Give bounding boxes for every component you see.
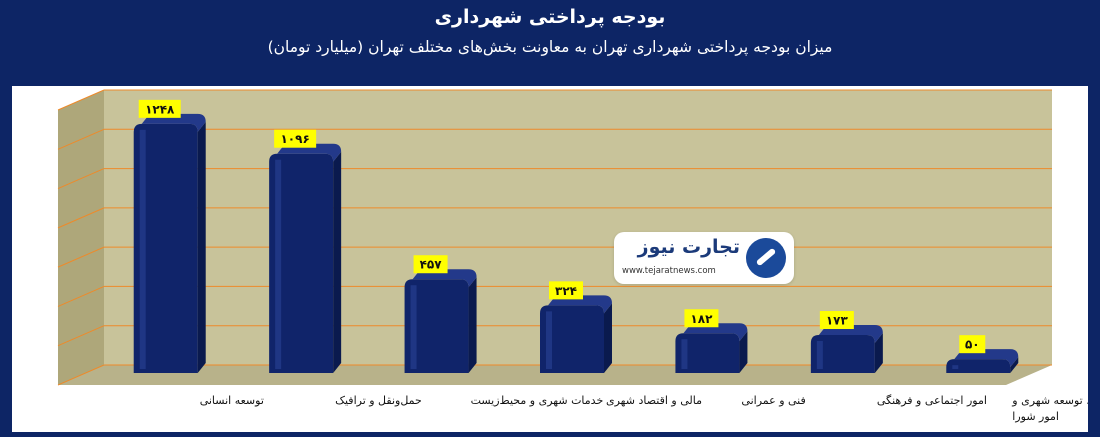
chart-title: بودجه پرداختی شهرداری: [434, 6, 666, 28]
gridline-side: [57, 89, 105, 111]
bar-highlight: [681, 339, 688, 369]
gridline-side: [57, 207, 105, 229]
bar-side: [874, 333, 883, 373]
bar-highlight: [546, 311, 552, 369]
bar-top: [141, 113, 206, 132]
data-label: ۱۷۳: [826, 314, 849, 328]
data-label-box: [274, 129, 317, 148]
bar: [675, 333, 740, 373]
category-label: حمل‌ونقل و ترافیک: [335, 394, 422, 407]
bar-side: [604, 303, 612, 373]
bar: [810, 335, 875, 373]
data-label-box: [684, 309, 719, 328]
gridline-side: [57, 168, 105, 190]
bar-side: [739, 331, 748, 373]
category-label: خدمات شهری و محیط‌زیست: [471, 394, 604, 407]
data-label: ۱۰۹۶: [280, 132, 309, 146]
logo-arrow-icon: [746, 238, 786, 278]
bar-side: [197, 121, 206, 373]
bar: [133, 123, 198, 373]
bar-side: [468, 277, 477, 373]
category-label: مالی و اقتصاد شهری: [606, 394, 702, 407]
bar-highlight: [139, 129, 146, 369]
bar-top: [548, 295, 612, 314]
bar: [269, 153, 334, 373]
bar-side: [1010, 357, 1019, 373]
data-label-box: [819, 311, 854, 330]
plot-area: ۱۲۴۸ توسعه انسانی ۱۰۹۶ حمل‌ونقل و ترافیک ۴۵۷…: [12, 86, 1088, 432]
category-label: فنی و عمرانی: [741, 394, 805, 407]
gridline-side: [57, 285, 105, 307]
bar-side: [333, 151, 342, 373]
bar: [946, 359, 1011, 373]
bar-highlight: [410, 285, 417, 369]
gridline-side: [57, 128, 105, 150]
bar-highlight: [952, 365, 959, 369]
category-label: امور شورا: [1012, 410, 1059, 423]
bar: [540, 305, 604, 373]
data-label: ۵۰: [965, 338, 980, 352]
bar-highlight: [816, 341, 823, 369]
data-label: ۱۲۴۸: [145, 102, 175, 116]
gridline-side: [57, 364, 105, 386]
bar-top: [277, 143, 342, 162]
data-label: ۳۲۴: [555, 284, 577, 298]
data-label-box: [549, 281, 583, 300]
bar-top: [954, 349, 1019, 368]
chart-subtitle: میزان بودجه پرداختی شهرداری تهران به معا…: [267, 38, 833, 56]
gridline-side: [57, 246, 105, 268]
logo-url: www.tejaratnews.com: [622, 266, 716, 276]
data-label: ۱۸۲: [690, 312, 713, 326]
bar: [404, 279, 469, 373]
category-label: توسعه انسانی: [200, 394, 264, 407]
data-label: ۴۵۷: [420, 258, 443, 272]
category-label: امور اجتماعی و فرهنگی: [877, 394, 987, 407]
plot-side-wall: [58, 90, 104, 385]
watermark-logo: تجارت نیوز www.tejaratnews.com: [614, 232, 794, 284]
bar-top: [818, 325, 883, 344]
bar-top: [412, 269, 477, 288]
bar-highlight: [275, 159, 282, 369]
gridline-side: [57, 325, 105, 347]
data-label-box: [959, 335, 986, 354]
logo-name: تجارت نیوز: [637, 236, 740, 258]
data-label-box: [413, 255, 448, 274]
category-label: برنامه‌ریزی، توسعه شهری و: [1011, 394, 1088, 407]
data-label-box: [138, 99, 181, 118]
bar-chart: ۱۲۴۸ توسعه انسانی ۱۰۹۶ حمل‌ونقل و ترافیک ۴۵۷…: [57, 89, 1088, 423]
bar-top: [683, 323, 748, 342]
